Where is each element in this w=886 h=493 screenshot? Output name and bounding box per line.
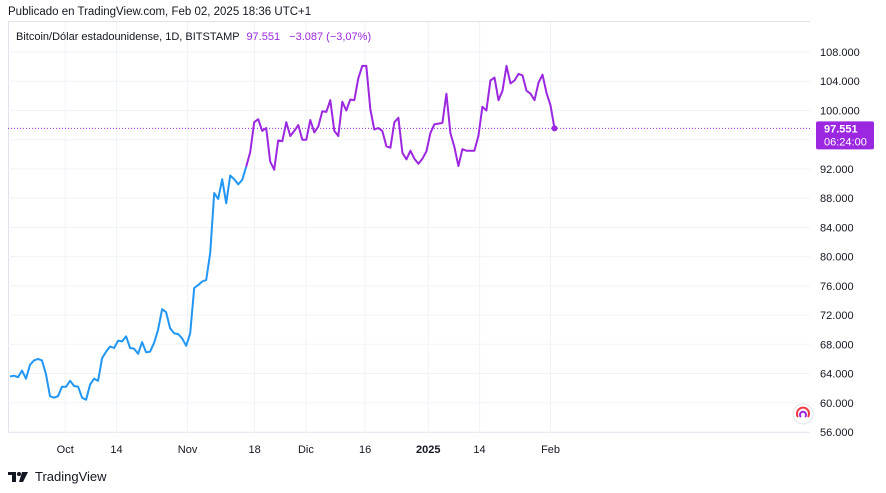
x-tick-label: 14 — [473, 444, 485, 456]
last-price-dot — [551, 125, 558, 132]
tradingview-logo-icon — [8, 471, 28, 482]
x-tick-label: 16 — [359, 444, 371, 456]
y-tick-label: 104.000 — [820, 76, 860, 88]
x-tick-label: Dic — [298, 444, 314, 456]
y-tick-label: 68.000 — [820, 339, 854, 351]
x-tick-label: 2025 — [416, 444, 440, 456]
y-tick-label: 56.000 — [820, 427, 854, 439]
y-tick-label: 88.000 — [820, 193, 854, 205]
legend-change: −3.087 (−3,07%) — [289, 31, 372, 43]
price-line — [9, 64, 556, 401]
brand-logo: TradingView — [8, 469, 107, 484]
x-tick-label: Feb — [541, 444, 560, 456]
brand-name: TradingView — [35, 469, 107, 484]
y-tick-label: 64.000 — [820, 369, 854, 381]
x-axis: Oct 14 Nov 18 Dic 16 2025 14 Feb — [57, 444, 560, 456]
price-tag: 97.551 06:24:00 — [816, 121, 874, 150]
y-tick-label: 72.000 — [820, 310, 854, 322]
x-tick-label: 18 — [249, 444, 261, 456]
legend-symbol: Bitcoin/Dólar estadounidense, 1D, BITSTA… — [16, 31, 240, 43]
price-line-segment-late — [245, 64, 556, 171]
y-tick-label: 60.000 — [820, 398, 854, 410]
x-tick-label: Nov — [178, 444, 198, 456]
legend-last-price: 97.551 — [246, 31, 281, 43]
y-tick-label: 84.000 — [820, 222, 854, 234]
y-tick-label: 92.000 — [820, 164, 854, 176]
chart-legend: Bitcoin/Dólar estadounidense, 1D, BITSTA… — [16, 31, 371, 43]
price-tag-countdown: 06:24:00 — [824, 136, 867, 148]
y-tick-label: 108.000 — [820, 47, 860, 59]
published-caption: Publicado en TradingView.com, Feb 02, 20… — [8, 6, 312, 18]
y-tick-label: 100.000 — [820, 105, 860, 117]
y-tick-label: 76.000 — [820, 281, 854, 293]
x-tick-label: 14 — [110, 444, 122, 456]
x-tick-label: Oct — [57, 444, 74, 456]
horizontal-grid — [8, 51, 810, 433]
price-tag-box — [816, 121, 874, 150]
price-line-segment-early — [9, 166, 248, 401]
price-tag-value: 97.551 — [824, 123, 858, 135]
scroll-to-realtime-icon[interactable] — [792, 403, 814, 425]
y-tick-label: 80.000 — [820, 252, 854, 264]
y-axis: 56.000 60.000 64.000 68.000 72.000 76.000 80.0… — [820, 47, 860, 439]
